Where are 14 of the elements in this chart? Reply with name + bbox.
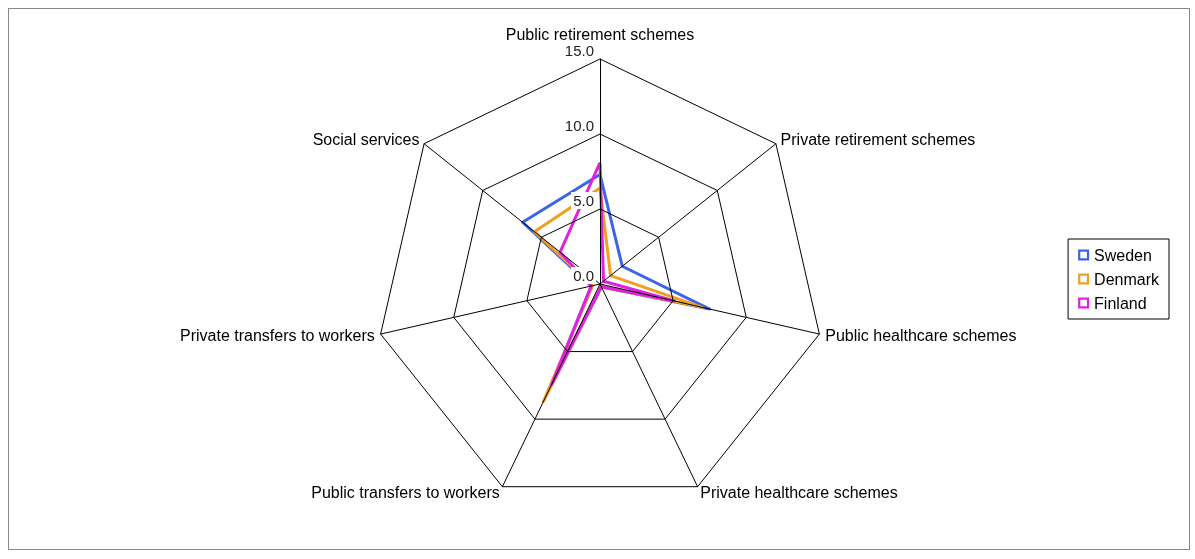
spoke-label: Public retirement schemes — [505, 25, 695, 43]
spoke-label: Private transfers to workers — [180, 326, 375, 344]
legend-label: Finland — [1094, 294, 1147, 312]
spoke-label: Public healthcare schemes — [825, 326, 1017, 344]
y-tick-label: 5.0 — [573, 192, 594, 209]
y-tick-label: 0.0 — [573, 267, 594, 284]
spoke-label: Public transfers to workers — [311, 483, 500, 501]
spoke-label: Private retirement schemes — [780, 131, 976, 149]
legend-label: Denmark — [1094, 270, 1160, 288]
spoke-label: Private healthcare schemes — [700, 483, 898, 501]
spoke-label: Social services — [312, 131, 420, 149]
y-tick-label: 10.0 — [564, 117, 594, 134]
y-tick-label: 15.0 — [564, 42, 594, 59]
legend-label: Sweden — [1094, 246, 1152, 264]
